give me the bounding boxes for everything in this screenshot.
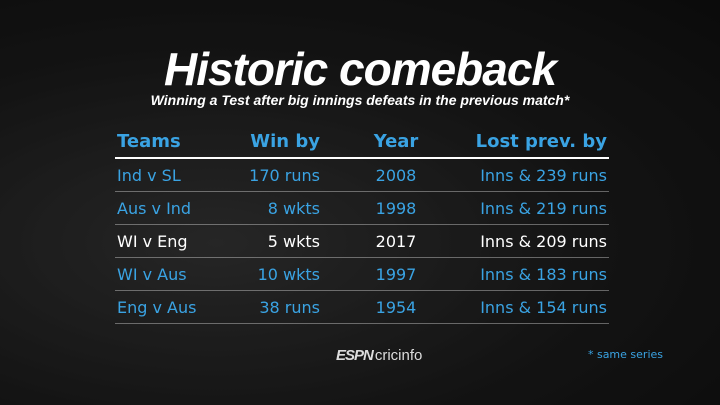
row-rule bbox=[115, 257, 609, 258]
table-cell: Inns & 219 runs bbox=[480, 199, 607, 218]
header-rule bbox=[115, 157, 609, 159]
table-cell: WI v Eng bbox=[117, 232, 188, 251]
table-cell: 10 wkts bbox=[257, 265, 320, 284]
table-cell: 2008 bbox=[375, 166, 417, 185]
table-cell: WI v Aus bbox=[117, 265, 187, 284]
table-cell: 1997 bbox=[375, 265, 417, 284]
footnote: * same series bbox=[587, 348, 663, 361]
table-cell: 8 wkts bbox=[267, 199, 320, 218]
title: Historic comeback bbox=[163, 43, 557, 95]
table-cell: 170 runs bbox=[249, 166, 320, 185]
table-cell: Inns & 239 runs bbox=[480, 166, 607, 185]
table-cell: 2017 bbox=[375, 232, 417, 251]
column-header: Teams bbox=[117, 131, 181, 152]
table-cell: 1954 bbox=[375, 298, 417, 317]
table-cell: 5 wkts bbox=[267, 232, 320, 251]
subtitle: Winning a Test after big innings defeats… bbox=[150, 92, 570, 108]
table-cell: Inns & 183 runs bbox=[480, 265, 607, 284]
table-cell: Inns & 209 runs bbox=[480, 232, 607, 251]
column-header: Win by bbox=[250, 131, 320, 152]
column-header: Year bbox=[373, 131, 419, 152]
row-rule bbox=[115, 191, 609, 192]
table-cell: 38 runs bbox=[259, 298, 320, 317]
row-rule bbox=[115, 323, 609, 324]
brand-prefix: ESPN bbox=[336, 347, 374, 364]
brand-name: cricinfo bbox=[374, 347, 423, 364]
row-rule bbox=[115, 224, 609, 225]
table-cell: 1998 bbox=[375, 199, 417, 218]
row-rule bbox=[115, 290, 609, 291]
table-cell: Aus v Ind bbox=[117, 199, 192, 218]
brand-logo: ESPN cricinfo bbox=[336, 347, 422, 364]
table-cell: Eng v Aus bbox=[117, 298, 197, 317]
column-header: Lost prev. by bbox=[475, 131, 607, 152]
table-cell: Ind v SL bbox=[117, 166, 181, 185]
table-cell: Inns & 154 runs bbox=[480, 298, 607, 317]
